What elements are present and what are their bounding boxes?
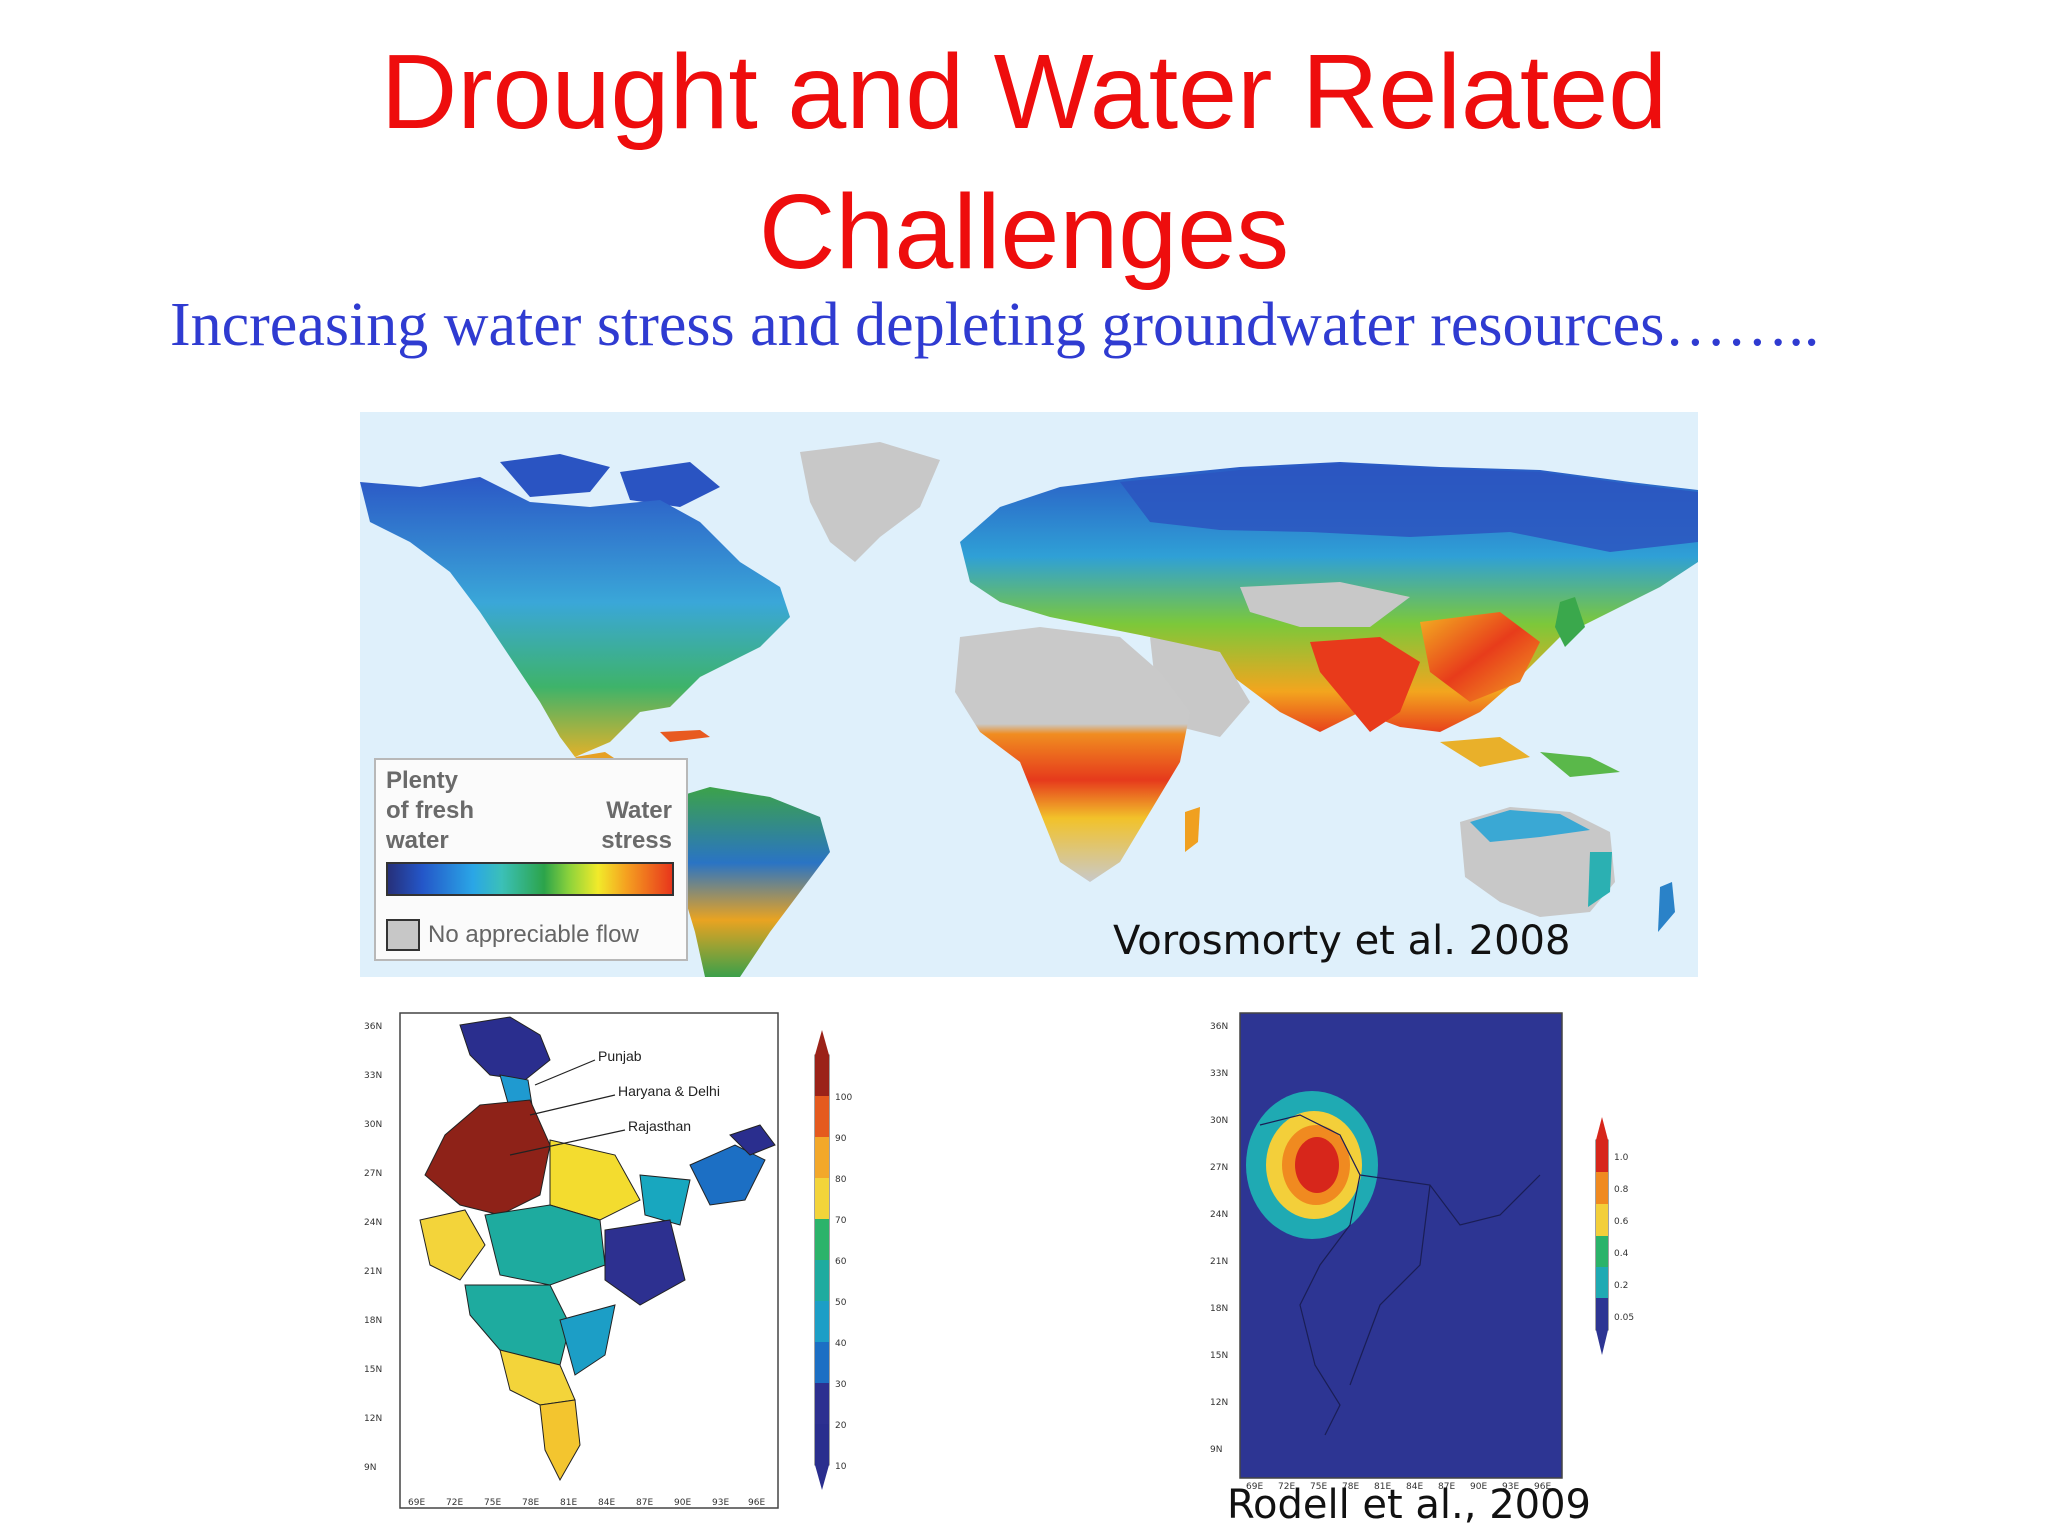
india-state-map-panel: 36N 33N 30N 27N 24N 21N 18N 15N 12N 9N 6…	[350, 1005, 870, 1520]
gw-lon-tick: 72E	[1278, 1482, 1295, 1492]
gw-lon-tick: 90E	[1470, 1482, 1487, 1492]
slide-title: Drought and Water Related Challenges	[0, 22, 2048, 302]
gw-lon-tick: 84E	[1406, 1482, 1423, 1492]
india-lon-tick: 87E	[636, 1498, 653, 1508]
india-lat-tick: 36N	[364, 1022, 382, 1032]
india-lon-tick: 84E	[598, 1498, 615, 1508]
gw-lat-tick: 36N	[1210, 1022, 1228, 1032]
india-lon-tick: 96E	[748, 1498, 765, 1508]
india-lat-tick: 33N	[364, 1071, 382, 1081]
groundwater-map-graphic: 36N 33N 30N 27N 24N 21N 18N 15N 12N 9N 6…	[1210, 1012, 1634, 1492]
gw-lon-tick: 93E	[1502, 1482, 1519, 1492]
legend-color-bar	[386, 862, 674, 896]
world-map-graphic	[360, 442, 1698, 977]
india-scale-ticks: 100 90 80 70 60 50 40 30 20 10	[835, 1093, 852, 1472]
legend-left-label-1: Plenty	[386, 767, 459, 794]
gw-lon-tick: 75E	[1310, 1482, 1327, 1492]
legend-left-label-3: water	[386, 827, 449, 854]
gw-scale-tick: 1.0	[1614, 1153, 1629, 1163]
india-scale-tick: 60	[835, 1257, 847, 1267]
gw-scale-tick: 0.8	[1614, 1185, 1629, 1195]
gw-lon-tick: 96E	[1534, 1482, 1551, 1492]
gw-lon-tick: 81E	[1374, 1482, 1391, 1492]
title-line-1: Drought and Water Related	[380, 33, 1668, 151]
india-lat-tick: 27N	[364, 1169, 382, 1179]
no-flow-swatch	[386, 919, 420, 951]
india-lat-tick: 9N	[364, 1463, 376, 1473]
water-stress-legend: Plenty of fresh water Water stress No ap…	[374, 758, 688, 961]
india-lon-ticks: 69E 72E 75E 78E 81E 84E 87E 90E 93E 96E	[408, 1498, 765, 1508]
india-scale-tick: 100	[835, 1093, 852, 1103]
gw-scale-ticks: 1.0 0.8 0.6 0.4 0.2 0.05	[1614, 1153, 1634, 1323]
gw-lat-tick: 15N	[1210, 1351, 1228, 1361]
gw-lon-tick: 78E	[1342, 1482, 1359, 1492]
india-scale-tick: 50	[835, 1298, 847, 1308]
india-lat-tick: 30N	[364, 1120, 382, 1130]
legend-right-label-2: stress	[601, 827, 672, 854]
india-lon-tick: 81E	[560, 1498, 577, 1508]
legend-left-label-2: of fresh	[386, 797, 475, 824]
india-lon-tick: 93E	[712, 1498, 729, 1508]
groundwater-depletion-map-panel: 36N 33N 30N 27N 24N 21N 18N 15N 12N 9N 6…	[1200, 1005, 1670, 1495]
gw-lat-tick: 27N	[1210, 1163, 1228, 1173]
gw-lon-tick: 69E	[1246, 1482, 1263, 1492]
india-lat-tick: 12N	[364, 1414, 382, 1424]
india-lat-tick: 21N	[364, 1267, 382, 1277]
label-rajasthan: Rajasthan	[628, 1118, 691, 1134]
india-lon-tick: 90E	[674, 1498, 691, 1508]
gw-lat-tick: 12N	[1210, 1398, 1228, 1408]
legend-right-label-1: Water	[606, 797, 672, 824]
india-scale-tick: 10	[835, 1462, 847, 1472]
label-haryana-delhi: Haryana & Delhi	[618, 1083, 720, 1099]
gw-lat-tick: 33N	[1210, 1069, 1228, 1079]
gw-scale-tick: 0.4	[1614, 1249, 1629, 1259]
india-state-map-graphic: 36N 33N 30N 27N 24N 21N 18N 15N 12N 9N 6…	[364, 1012, 852, 1509]
india-lat-ticks: 36N 33N 30N 27N 24N 21N 18N 15N 12N 9N	[364, 1022, 382, 1473]
gw-lat-tick: 30N	[1210, 1116, 1228, 1126]
slide-subtitle: Increasing water stress and depleting gr…	[170, 291, 1820, 359]
gw-scale-tick: 0.2	[1614, 1281, 1628, 1291]
world-map-citation: Vorosmorty et al. 2008	[1113, 918, 1571, 964]
gw-scale-tick: 0.6	[1614, 1217, 1629, 1227]
india-lat-tick: 15N	[364, 1365, 382, 1375]
gw-scale-tick: 0.05	[1614, 1313, 1634, 1323]
groundwater-map-citation: Rodell et al., 2009	[1227, 1482, 1591, 1528]
india-scale-tick: 80	[835, 1175, 847, 1185]
gw-lon-ticks: 69E 72E 75E 78E 81E 84E 87E 90E 93E 96E	[1246, 1482, 1551, 1492]
gw-lat-tick: 21N	[1210, 1257, 1228, 1267]
india-scale-tick: 70	[835, 1216, 847, 1226]
india-scale-tick: 20	[835, 1421, 847, 1431]
label-punjab: Punjab	[598, 1048, 642, 1064]
india-lon-tick: 69E	[408, 1498, 425, 1508]
india-scale-tick: 90	[835, 1134, 847, 1144]
gw-lon-tick: 87E	[1438, 1482, 1455, 1492]
legend-no-flow-label: No appreciable flow	[428, 921, 639, 948]
gw-lat-ticks: 36N 33N 30N 27N 24N 21N 18N 15N 12N 9N	[1210, 1022, 1228, 1455]
india-scale-tick: 40	[835, 1339, 847, 1349]
gw-lat-tick: 24N	[1210, 1210, 1228, 1220]
gw-lat-tick: 18N	[1210, 1304, 1228, 1314]
india-lon-tick: 72E	[446, 1498, 463, 1508]
india-lon-tick: 78E	[522, 1498, 539, 1508]
title-line-2: Challenges	[758, 173, 1290, 291]
india-lat-tick: 18N	[364, 1316, 382, 1326]
gw-lat-tick: 9N	[1210, 1445, 1222, 1455]
india-scale-tick: 30	[835, 1380, 847, 1390]
india-lat-tick: 24N	[364, 1218, 382, 1228]
india-lon-tick: 75E	[484, 1498, 501, 1508]
world-water-stress-map: Plenty of fresh water Water stress No ap…	[360, 412, 1698, 977]
